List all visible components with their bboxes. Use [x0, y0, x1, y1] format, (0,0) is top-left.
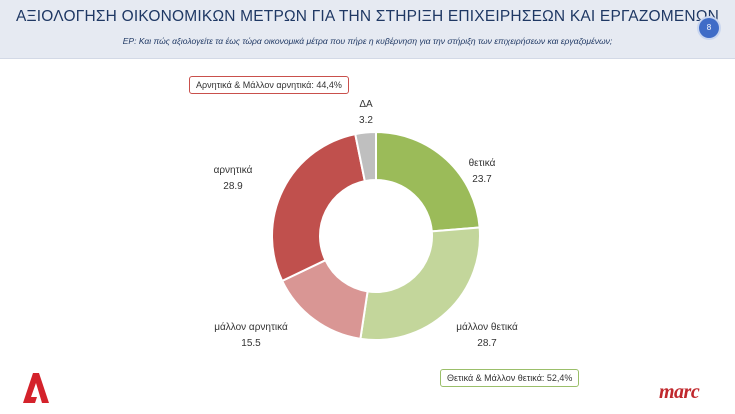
slice-negative-value-label: 28.9	[223, 181, 243, 192]
page-subtitle: ΕΡ: Και πώς αξιολογείτε τα έως τώρα οικο…	[122, 36, 613, 46]
slice-rather-negative-category-label: μάλλον αρνητικά	[214, 321, 288, 333]
slice-dont-know-category-label: ΔΑ	[359, 99, 373, 110]
page-title: ΑΞΙΟΛΟΓΗΣΗ ΟΙΚΟΝΟΜΙΚΩΝ ΜΕΤΡΩΝ ΓΙΑ ΤΗΝ ΣΤ…	[15, 8, 719, 25]
page-number-badge: 8	[699, 18, 719, 38]
alpha-logo-icon: Α	[22, 372, 50, 409]
summary-negative-box: Αρνητικά & Μάλλον αρνητικά: 44,4%	[189, 76, 349, 94]
slice-positive-value-label: 23.7	[472, 174, 492, 185]
slice-rather-positive-value-label: 28.7	[477, 338, 497, 349]
slice-positive	[375, 130, 481, 233]
marc-logo: marc	[659, 381, 700, 403]
slice-dont-know-value-label: 3.2	[359, 115, 373, 126]
header-bar: ΑΞΙΟΛΟΓΗΣΗ ΟΙΚΟΝΟΜΙΚΩΝ ΜΕΤΡΩΝ ΓΙΑ ΤΗΝ ΣΤ…	[0, 0, 735, 59]
slice-negative	[271, 132, 366, 283]
slice-positive-category-label: θετικά	[469, 157, 496, 169]
slice-rather-positive	[359, 226, 481, 341]
slice-negative-category-label: αρνητικά	[214, 164, 253, 176]
slice-rather-negative-value-label: 15.5	[241, 338, 261, 349]
slice-dont-know	[354, 130, 377, 183]
slice-rather-positive-category-label: μάλλον θετικά	[456, 321, 518, 333]
summary-positive-box: Θετικά & Μάλλον θετικά: 52,4%	[440, 369, 580, 387]
